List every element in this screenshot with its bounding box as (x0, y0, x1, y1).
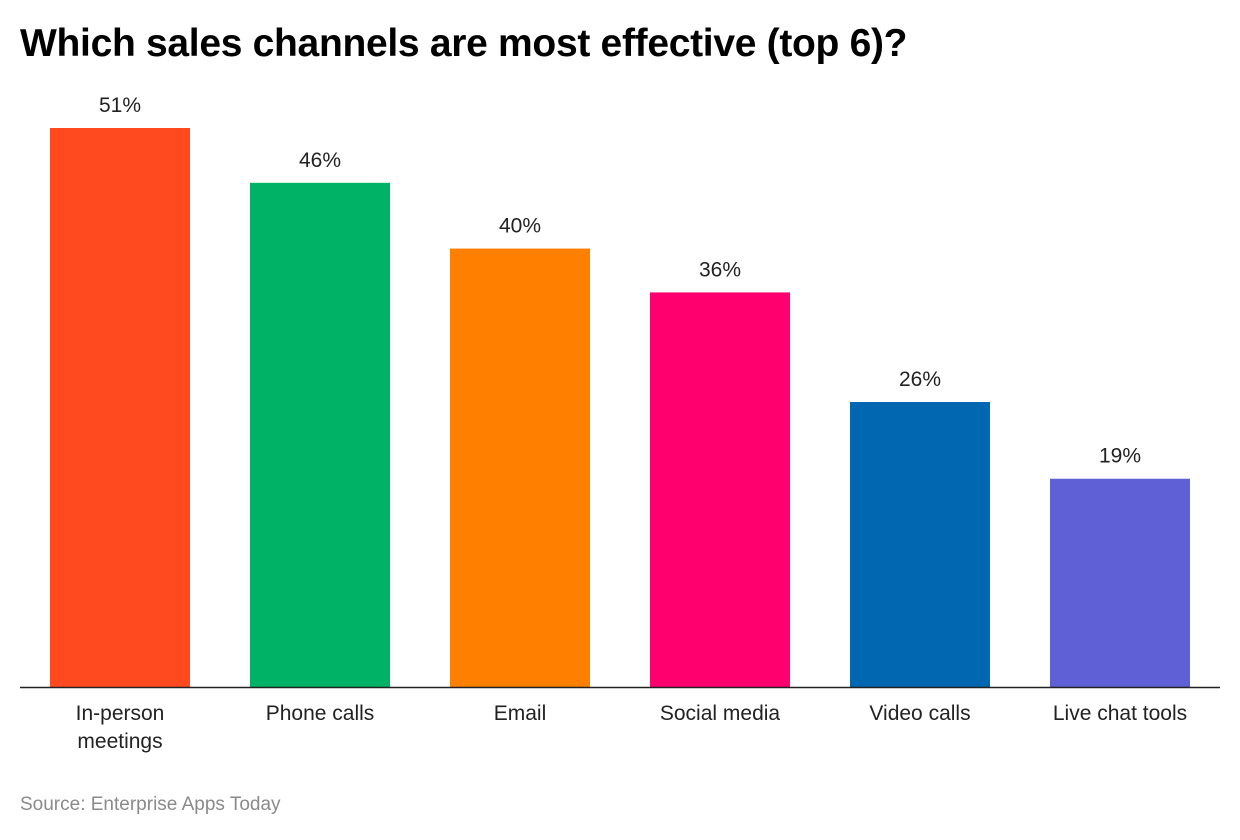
bar-3 (450, 248, 590, 687)
x-tick-label: Phone calls (266, 702, 375, 725)
x-tick-label-line: In-person (76, 702, 165, 725)
bar-6 (1050, 478, 1190, 687)
x-tick-label-line: Social media (660, 702, 781, 725)
data-label: 26% (899, 368, 941, 391)
x-tick-label: Video calls (869, 702, 970, 725)
x-tick-label: Social media (660, 702, 781, 725)
x-tick-label: Live chat tools (1053, 702, 1187, 725)
x-tick-label-line: Live chat tools (1053, 702, 1187, 725)
data-label: 46% (299, 149, 341, 172)
bar-4 (650, 292, 790, 687)
data-label: 40% (499, 215, 541, 238)
source-note: Source: Enterprise Apps Today (20, 794, 281, 815)
x-tick-label: Email (494, 702, 547, 725)
x-tick-label-line: Email (494, 702, 547, 725)
data-label: 36% (699, 258, 741, 281)
chart-title: Which sales channels are most effective … (20, 22, 908, 65)
data-label: 19% (1099, 445, 1141, 468)
bar-1 (50, 128, 190, 687)
data-label: 51% (99, 94, 141, 117)
x-tick-label: In-person meetings (76, 702, 165, 753)
bar-5 (850, 402, 990, 687)
x-tick-label-line: meetings (77, 730, 162, 753)
x-tick-label-line: Video calls (869, 702, 970, 725)
x-tick-label-line: Phone calls (266, 702, 375, 725)
bar-2 (250, 182, 390, 687)
